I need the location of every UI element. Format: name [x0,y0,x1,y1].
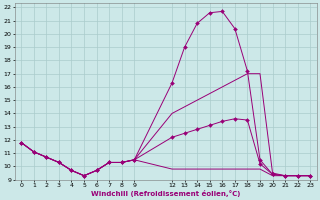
X-axis label: Windchill (Refroidissement éolien,°C): Windchill (Refroidissement éolien,°C) [91,190,240,197]
